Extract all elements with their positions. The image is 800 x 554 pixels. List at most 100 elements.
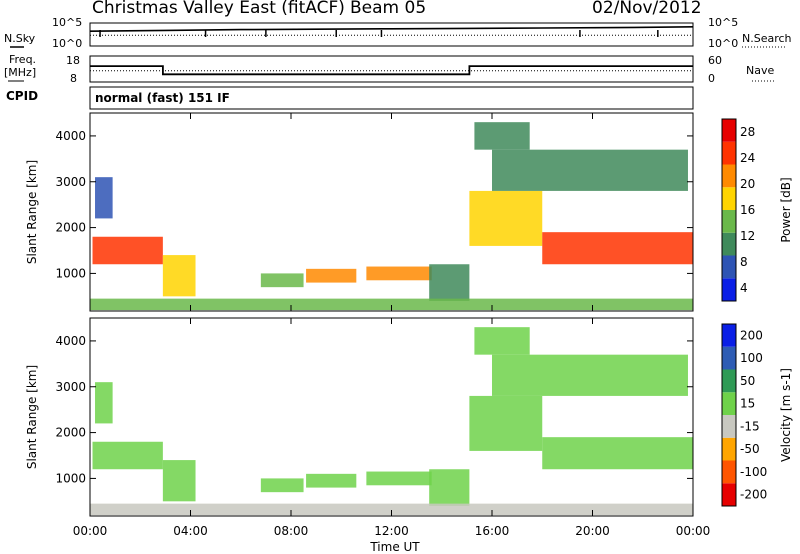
velocity-ylabel: Slant Range [km] <box>25 365 39 469</box>
power-colorbar-tick-3: 16 <box>740 203 755 217</box>
time-axis-tick-label-3: 12:00 <box>374 524 409 538</box>
nsky-tick-bottom: 10^0 <box>52 37 83 50</box>
power-colorbar-tick-1: 24 <box>740 151 755 165</box>
control-program-label: normal (fast) 151 IF <box>95 91 230 105</box>
velocity-colorbar-tick-0: 200 <box>740 328 763 342</box>
power-echo-region-8 <box>469 190 543 246</box>
cpid-label: CPID <box>6 89 39 103</box>
power-echo-region-6 <box>429 264 470 301</box>
velocity-colorbar-segment-2 <box>722 437 736 461</box>
power-colorbar-segment-6 <box>722 141 736 165</box>
velocity-echo-region-3 <box>260 478 304 493</box>
freq-tick-bottom: 8 <box>70 72 77 85</box>
velocity-ytick-label-1: 2000 <box>55 426 86 440</box>
power-ylabel: Slant Range [km] <box>25 160 39 264</box>
power-colorbar-tick-0: 28 <box>740 125 755 139</box>
velocity-echo-region-2 <box>95 382 113 424</box>
nsky-frame <box>89 22 694 47</box>
velocity-ytick-label-2: 3000 <box>55 380 86 394</box>
velocity-colorbar-segment-6 <box>722 346 736 370</box>
velocity-colorbar-segment-0 <box>722 483 736 506</box>
velocity-colorbar-tick-2: 50 <box>740 374 755 388</box>
power-colorbar-tick-5: 8 <box>740 255 748 269</box>
time-axis-tick-label-5: 20:00 <box>575 524 610 538</box>
nsearch-tick-top: 10^5 <box>708 16 739 29</box>
freq-unit-label: [MHz] <box>4 66 37 79</box>
nave-tick-bottom: 0 <box>708 72 715 85</box>
power-colorbar-tick-4: 12 <box>740 229 755 243</box>
nsky-tick-top: 10^5 <box>52 16 83 29</box>
velocity-echo-region-4 <box>306 473 357 488</box>
power-echo-region-5 <box>366 266 432 281</box>
velocity-colorbar-tick-3: 15 <box>740 397 755 411</box>
cpid-frame <box>89 86 694 110</box>
power-echo-region-11 <box>474 122 530 150</box>
velocity-echo-region-6 <box>429 469 470 506</box>
freq-frame <box>89 55 694 83</box>
velocity-colorbar-segment-3 <box>722 415 736 438</box>
power-ytick-label-3: 4000 <box>55 129 86 143</box>
date-label: 02/Nov/2012 <box>592 0 702 18</box>
nsky-series-line <box>89 26 694 32</box>
velocity-colorbar-label: Velocity [m s-1] <box>779 368 793 462</box>
time-axis-tick-label-6: 00:00 <box>676 524 711 538</box>
power-colorbar-label: Power [dB] <box>779 177 793 242</box>
time-axis-tick-label-0: 00:00 <box>73 524 108 538</box>
velocity-echo-region-10 <box>492 354 688 396</box>
nsky-label: N.Sky <box>4 32 36 45</box>
power-echo-region-9 <box>542 232 693 265</box>
velocity-echo-region-9 <box>542 437 693 470</box>
power-ytick-label-1: 2000 <box>55 221 86 235</box>
velocity-colorbar-segment-5 <box>722 369 736 393</box>
power-colorbar-segment-1 <box>722 255 736 279</box>
power-colorbar-segment-7 <box>722 119 736 142</box>
time-axis-tick-label-4: 16:00 <box>475 524 510 538</box>
freq-tick-top: 18 <box>66 54 80 67</box>
power-echo-region-1 <box>162 255 196 297</box>
velocity-colorbar-segment-4 <box>722 392 736 415</box>
time-axis-tick-label-1: 04:00 <box>173 524 208 538</box>
beam-label: Beam 05 <box>350 0 427 18</box>
power-colorbar-segment-0 <box>722 278 736 301</box>
power-ytick-label-2: 3000 <box>55 175 86 189</box>
velocity-colorbar-segment-7 <box>722 324 736 347</box>
time-axis-title: Time UT <box>369 540 420 554</box>
nsearch-tick-bottom: 10^0 <box>708 37 739 50</box>
velocity-colorbar-segment-1 <box>722 460 736 484</box>
velocity-ytick-label-3: 4000 <box>55 334 86 348</box>
velocity-colorbar-tick-5: -50 <box>740 442 760 456</box>
power-echo-region-4 <box>306 268 357 283</box>
velocity-echo-region-0 <box>92 441 163 470</box>
velocity-echo-region-11 <box>474 327 530 355</box>
velocity-echo-region-8 <box>469 395 543 451</box>
velocity-ytick-label-0: 1000 <box>55 471 86 485</box>
nsearch-label: N.Search <box>742 32 792 45</box>
velocity-colorbar-tick-6: -100 <box>740 465 767 479</box>
power-ytick-label-0: 1000 <box>55 266 86 280</box>
velocity-colorbar-tick-4: -15 <box>740 419 760 433</box>
power-echo-region-10 <box>492 149 688 191</box>
power-colorbar-tick-2: 20 <box>740 177 755 191</box>
power-echo-region-2 <box>95 177 113 219</box>
time-axis-tick-label-2: 08:00 <box>274 524 309 538</box>
freq-series-line <box>90 65 693 76</box>
velocity-echo-region-7 <box>90 503 693 516</box>
freq-label: Freq. <box>9 53 37 66</box>
power-colorbar-frame <box>721 118 737 302</box>
power-colorbar-segment-3 <box>722 210 736 233</box>
power-colorbar-tick-6: 4 <box>740 281 748 295</box>
power-echo-region-0 <box>92 236 163 265</box>
velocity-colorbar-tick-7: -200 <box>740 488 767 502</box>
power-colorbar-segment-4 <box>722 187 736 210</box>
power-echo-region-3 <box>260 273 304 288</box>
power-echo-region-7 <box>90 298 693 311</box>
velocity-colorbar-tick-1: 100 <box>740 351 763 365</box>
velocity-colorbar-frame <box>721 323 737 507</box>
nave-label: Nave <box>746 64 775 77</box>
radar-title: Christmas Valley East (fitACF) <box>92 0 345 18</box>
velocity-echo-region-5 <box>366 471 432 486</box>
power-colorbar-segment-5 <box>722 164 736 188</box>
nave-tick-top: 60 <box>708 54 722 67</box>
power-colorbar-segment-2 <box>722 232 736 256</box>
